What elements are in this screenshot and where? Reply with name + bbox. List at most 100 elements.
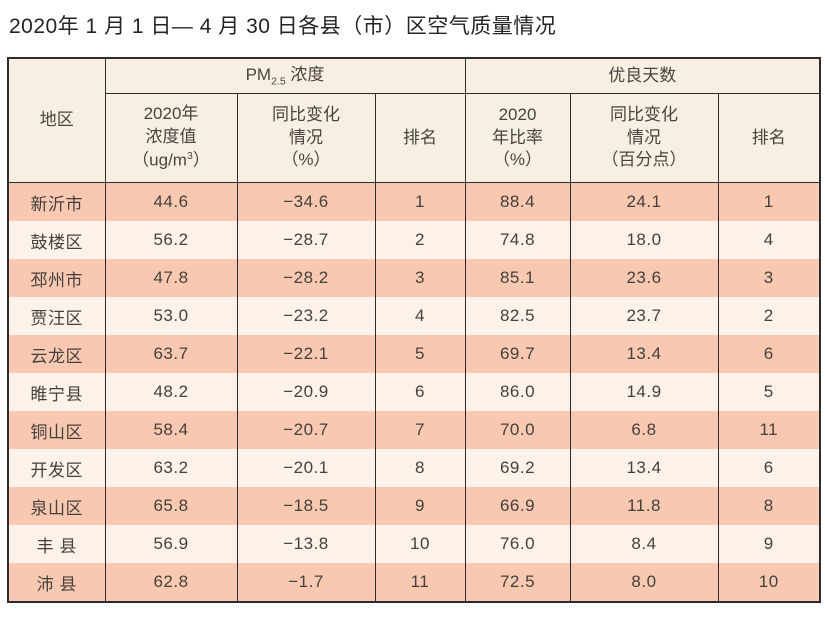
air-quality-table: 地区 PM2.5 浓度 优良天数 2020年 浓度值 （ug/m3） 同比变化 情… [7, 57, 822, 603]
gd-rank-cell: 11 [717, 411, 821, 449]
gd-ratio-cell: 88.4 [464, 182, 571, 221]
gd-change-cell: 24.1 [569, 182, 719, 221]
gd-ratio-cell: 70.0 [464, 411, 571, 449]
pm-unit-sup: 3 [186, 150, 193, 163]
region-cell: 开发区 [7, 449, 106, 487]
gd-change-header: 同比变化 情况 （百分点） [569, 93, 719, 183]
gd-ratio-cell: 82.5 [464, 297, 571, 335]
table-row: 邳州市 47.8 −28.2 3 85.1 23.6 3 [7, 259, 821, 297]
region-cell: 睢宁县 [7, 373, 106, 411]
gd-ratio-cell: 76.0 [464, 525, 571, 563]
pm-change-cell: −28.2 [236, 259, 376, 297]
table-row: 睢宁县 48.2 −20.9 6 86.0 14.9 5 [7, 373, 821, 411]
table-row: 鼓楼区 56.2 −28.7 2 74.8 18.0 4 [7, 221, 821, 259]
gd-change-cell: 18.0 [569, 221, 719, 259]
pm25-group-header: PM2.5 浓度 [104, 57, 466, 94]
pm-change-header: 同比变化 情况 （%） [236, 93, 376, 183]
gd-change-cell: 23.7 [569, 297, 719, 335]
pm-change-cell: −28.7 [236, 221, 376, 259]
region-cell: 邳州市 [7, 259, 106, 297]
gd-ratio-cell: 69.2 [464, 449, 571, 487]
pm-change-cell: −1.7 [236, 563, 376, 602]
gd-rank-header: 排名 [717, 93, 821, 183]
region-cell: 新沂市 [7, 182, 106, 221]
pm-change-cell: −34.6 [236, 182, 376, 221]
pm-value-cell: 53.0 [104, 297, 238, 335]
pm-change-cell: −13.8 [236, 525, 376, 563]
table-body: 新沂市 44.6 −34.6 1 88.4 24.1 1 鼓楼区 56.2 −2… [7, 182, 821, 602]
pm-value-cell: 48.2 [104, 373, 238, 411]
pm-value-cell: 47.8 [104, 259, 238, 297]
pm-rank-cell: 4 [374, 297, 466, 335]
gd-change-cell: 8.4 [569, 525, 719, 563]
gd-ratio-header: 2020 年比率 （%） [464, 93, 571, 183]
gd-ratio-cell: 72.5 [464, 563, 571, 602]
region-cell: 鼓楼区 [7, 221, 106, 259]
table-header: 地区 PM2.5 浓度 优良天数 2020年 浓度值 （ug/m3） 同比变化 情… [7, 57, 821, 183]
pm-change-cell: −23.2 [236, 297, 376, 335]
gd-change-cell: 6.8 [569, 411, 719, 449]
gd-change-cell: 8.0 [569, 563, 719, 602]
gd-rank-cell: 5 [717, 373, 821, 411]
gd-rank-cell: 3 [717, 259, 821, 297]
gd-ratio-cell: 86.0 [464, 373, 571, 411]
gd-rank-cell: 2 [717, 297, 821, 335]
pm-value-cell: 65.8 [104, 487, 238, 525]
pm-change-cell: −18.5 [236, 487, 376, 525]
gd-rank-cell: 9 [717, 525, 821, 563]
pm-rank-cell: 7 [374, 411, 466, 449]
gd-rank-cell: 10 [717, 563, 821, 602]
gd-rank-cell: 4 [717, 221, 821, 259]
region-cell: 沛 县 [7, 563, 106, 602]
pm-change-cell: −20.7 [236, 411, 376, 449]
pm-value-cell: 63.7 [104, 335, 238, 373]
region-cell: 贾汪区 [7, 297, 106, 335]
pm-rank-cell: 8 [374, 449, 466, 487]
gd-change-cell: 11.8 [569, 487, 719, 525]
pm-value-cell: 62.8 [104, 563, 238, 602]
sub-header-row: 2020年 浓度值 （ug/m3） 同比变化 情况 （%） 排名 2020 年比率… [8, 93, 821, 183]
gd-ratio-cell: 69.7 [464, 335, 571, 373]
pm-unit-line: （ug/m3） [106, 149, 237, 173]
table-row: 新沂市 44.6 −34.6 1 88.4 24.1 1 [7, 182, 821, 221]
gd-rank-cell: 6 [717, 335, 821, 373]
region-header: 地区 [7, 57, 106, 183]
pm-value-cell: 44.6 [104, 182, 238, 221]
pm-rank-header: 排名 [374, 93, 466, 183]
pm-rank-cell: 6 [374, 373, 466, 411]
pm-concentration-lines: 2020年 浓度值 [143, 104, 199, 147]
table-row: 贾汪区 53.0 −23.2 4 82.5 23.7 2 [7, 297, 821, 335]
pm-value-cell: 56.9 [104, 525, 238, 563]
pm-change-cell: −22.1 [236, 335, 376, 373]
table-row: 开发区 63.2 −20.1 8 69.2 13.4 6 [7, 449, 821, 487]
pm-rank-cell: 1 [374, 182, 466, 221]
pm-change-cell: −20.9 [236, 373, 376, 411]
gd-ratio-cell: 66.9 [464, 487, 571, 525]
pm-value-cell: 58.4 [104, 411, 238, 449]
pm-concentration-header: 2020年 浓度值 （ug/m3） [104, 93, 238, 183]
gd-rank-cell: 6 [717, 449, 821, 487]
pm-change-cell: −20.1 [236, 449, 376, 487]
table-row: 丰 县 56.9 −13.8 10 76.0 8.4 9 [7, 525, 821, 563]
region-cell: 云龙区 [7, 335, 106, 373]
region-cell: 泉山区 [7, 487, 106, 525]
table-row: 沛 县 62.8 −1.7 11 72.5 8.0 10 [7, 563, 821, 602]
pm25-label-pre: PM [245, 64, 272, 84]
region-cell: 铜山区 [7, 411, 106, 449]
gd-ratio-cell: 74.8 [464, 221, 571, 259]
gd-change-cell: 14.9 [569, 373, 719, 411]
table-row: 云龙区 63.7 −22.1 5 69.7 13.4 6 [7, 335, 821, 373]
gd-change-cell: 13.4 [569, 449, 719, 487]
pm-rank-cell: 9 [374, 487, 466, 525]
pm-rank-cell: 3 [374, 259, 466, 297]
pm-rank-cell: 11 [374, 563, 466, 602]
gd-change-cell: 23.6 [569, 259, 719, 297]
gd-rank-cell: 8 [717, 487, 821, 525]
table-row: 泉山区 65.8 −18.5 9 66.9 11.8 8 [7, 487, 821, 525]
region-cell: 丰 县 [7, 525, 106, 563]
pm25-label-sub: 2.5 [271, 75, 286, 88]
gd-ratio-cell: 85.1 [464, 259, 571, 297]
pm-rank-cell: 2 [374, 221, 466, 259]
gd-rank-cell: 1 [717, 182, 821, 221]
